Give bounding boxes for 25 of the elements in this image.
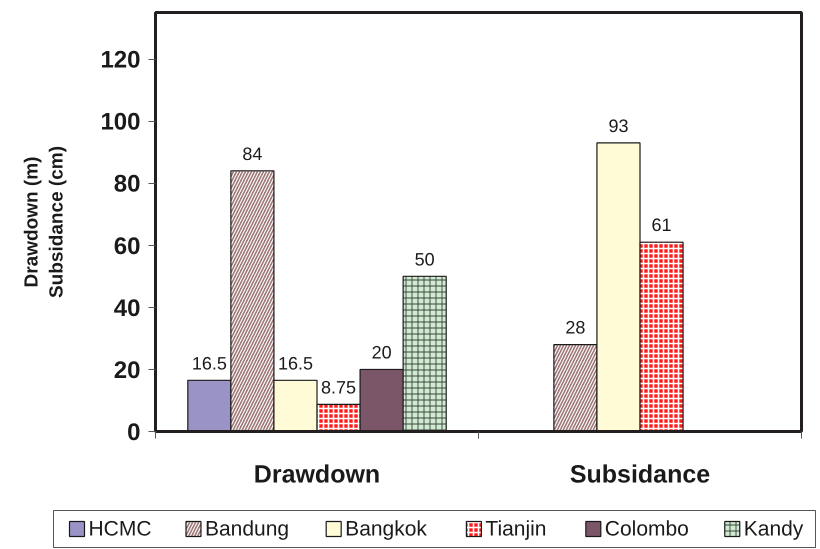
y-tick-label: 100 (100, 108, 141, 136)
data-label: 20 (372, 342, 392, 362)
legend-label: Bangkok (345, 518, 428, 540)
y-axis-title: Drawdown (m) Subsidance (cm) (21, 146, 68, 298)
legend-label: Bandung (204, 518, 290, 540)
x-tick-label: Drawdown (254, 460, 380, 488)
y-tick-label: 20 (114, 356, 141, 384)
data-label: 93 (608, 116, 628, 136)
data-label: 16.5 (192, 353, 227, 374)
x-tick-label: Subsidance (570, 460, 710, 488)
data-label: 28 (565, 318, 586, 338)
legend-label: Kandy (744, 518, 804, 540)
legend-label: Colombo (604, 518, 689, 540)
y-tick-label: 80 (114, 170, 141, 198)
data-label: 61 (652, 215, 672, 236)
data-label: 50 (414, 249, 435, 270)
data-label: 84 (242, 144, 262, 164)
legend-label: Tianjin (485, 518, 546, 540)
y-tick-label: 120 (100, 46, 141, 74)
y-tick-label: 40 (114, 294, 141, 322)
y-tick-label: 60 (114, 232, 141, 260)
y-tick-label: 0 (127, 419, 141, 446)
data-label: 16.5 (278, 353, 313, 374)
data-label: 8.75 (321, 377, 356, 398)
legend-label: HCMC (88, 518, 152, 540)
